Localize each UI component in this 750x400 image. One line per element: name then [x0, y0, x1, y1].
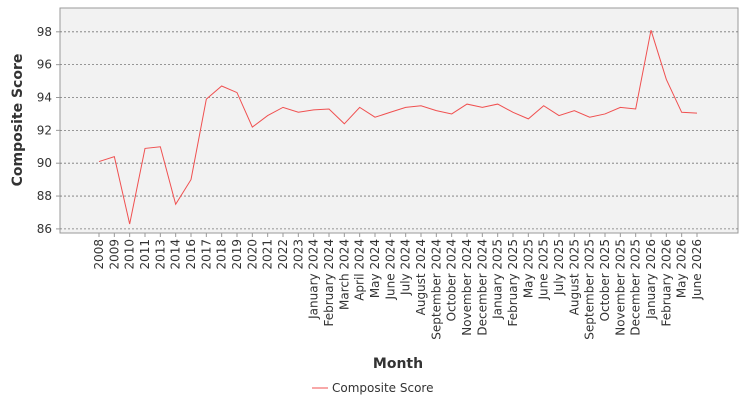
plot-area [59, 7, 739, 234]
x-tick-label: January 2026 [644, 239, 658, 320]
x-tick-label: January 2025 [491, 239, 505, 320]
x-tick-label: 2018 [215, 239, 229, 270]
x-tick-label: October 2025 [598, 239, 612, 321]
y-tick-label: 94 [37, 91, 52, 105]
x-tick-label: May 2025 [521, 239, 535, 298]
x-tick-label: July 2025 [552, 239, 566, 296]
x-tick-label: December 2024 [475, 239, 489, 336]
x-tick-label: July 2024 [399, 239, 413, 296]
x-tick-label: May 2026 [675, 239, 689, 298]
x-tick-label: 2008 [92, 239, 106, 270]
x-tick-label: May 2024 [368, 239, 382, 298]
x-tick-label: 2019 [230, 239, 244, 270]
x-tick-label: 2023 [291, 239, 305, 270]
x-tick-label: February 2024 [322, 239, 336, 327]
x-tick-label: October 2024 [445, 239, 459, 321]
x-tick-label: June 2024 [383, 239, 397, 301]
x-axis-title: Month [373, 356, 423, 372]
x-tick-label: September 2025 [583, 239, 597, 340]
x-tick-label: June 2026 [690, 239, 704, 301]
x-tick-label: November 2025 [613, 239, 627, 336]
legend-label: Composite Score [332, 381, 433, 395]
x-tick-label: 2017 [199, 239, 213, 270]
x-tick-label: 2020 [245, 239, 259, 270]
x-tick-label: August 2025 [567, 239, 581, 315]
x-tick-label: April 2024 [353, 239, 367, 301]
y-tick-label: 98 [37, 25, 52, 39]
x-tick-label: 2009 [107, 239, 121, 270]
y-tick-label: 88 [37, 189, 52, 203]
x-tick-label: 2010 [123, 239, 137, 270]
x-tick-label: June 2025 [537, 239, 551, 301]
x-tick-label: March 2024 [337, 239, 351, 310]
y-tick-label: 90 [37, 156, 52, 170]
x-tick-label: 2014 [169, 239, 183, 270]
x-tick-label: September 2024 [429, 239, 443, 340]
x-tick-label: January 2024 [307, 239, 321, 320]
x-tick-label: February 2025 [506, 239, 520, 327]
x-tick-label: November 2024 [460, 239, 474, 336]
x-tick-label: December 2025 [629, 239, 643, 336]
x-tick-label: 2011 [138, 239, 152, 270]
y-axis-title: Composite Score [10, 54, 26, 187]
data-line [98, 30, 698, 225]
y-tick-label: 92 [37, 123, 52, 137]
y-tick-label: 96 [37, 58, 52, 72]
y-tick-label: 86 [37, 222, 52, 236]
x-tick-label: 2016 [184, 239, 198, 270]
x-tick-label: August 2024 [414, 239, 428, 315]
x-tick-label: 2021 [261, 239, 275, 270]
x-tick-label: 2022 [276, 239, 290, 270]
x-tick-label: 2013 [153, 239, 167, 270]
x-tick-label: February 2026 [659, 239, 673, 327]
